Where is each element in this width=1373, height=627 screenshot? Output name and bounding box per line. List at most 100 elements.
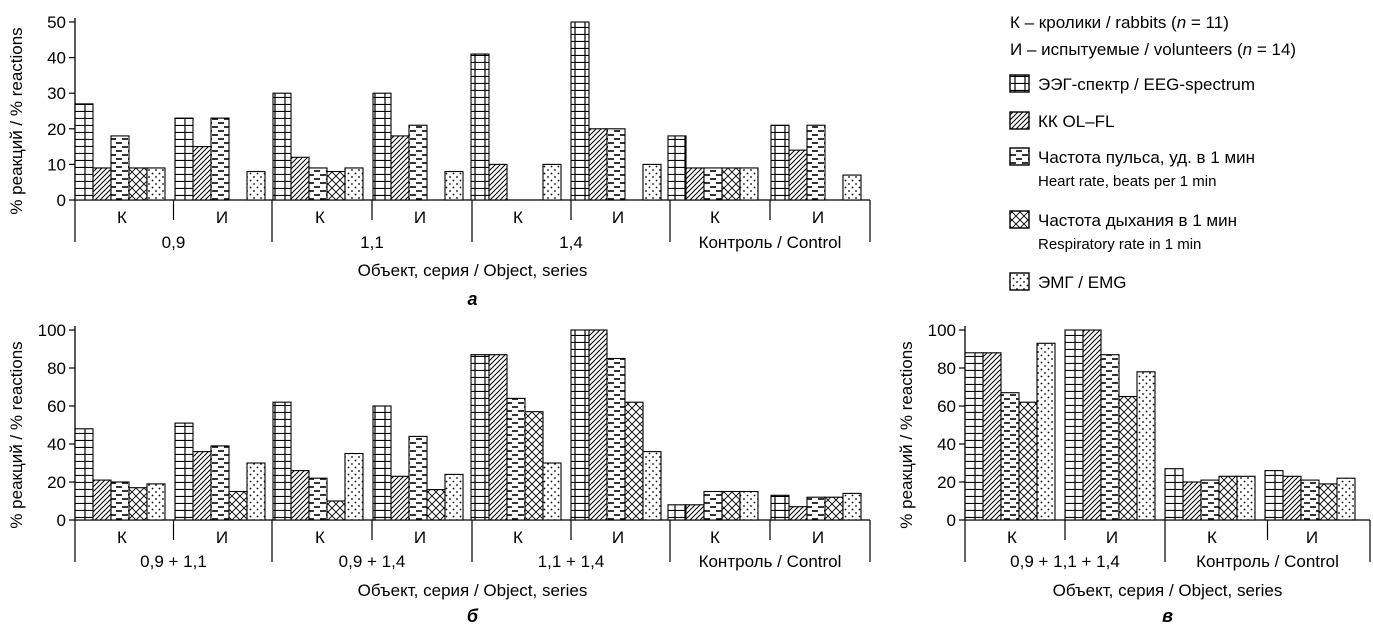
legend-swatch-emg (1009, 272, 1030, 291)
y-tick-label: 80 (937, 359, 956, 378)
bar-resp (1318, 483, 1338, 521)
category-label: И (1306, 528, 1318, 547)
bar-pulse (703, 490, 723, 521)
bar-pulse (806, 496, 826, 521)
bar-kk (685, 504, 705, 521)
legend-label: ЭМГ / EMG (1038, 273, 1126, 292)
series-label: 0,9 + 1,1 + 1,4 (1010, 552, 1120, 571)
panel-label: в (1162, 606, 1173, 626)
category-label: К (315, 208, 325, 227)
bar-emg (842, 492, 862, 521)
bar-eeg (770, 124, 790, 201)
x-axis-label: Объект, серия / Object, series (1053, 581, 1283, 600)
category-label: И (812, 208, 824, 227)
bar-eeg (570, 329, 590, 521)
bar-kk (290, 156, 310, 201)
bar-pulse (408, 124, 428, 201)
bar-emg (246, 170, 266, 201)
x-axis-label: Объект, серия / Object, series (358, 261, 588, 280)
category-label: К (513, 208, 523, 227)
bar-kk (192, 451, 212, 521)
category-label: И (216, 208, 228, 227)
category-label: К (513, 528, 523, 547)
bar-emg (344, 167, 364, 201)
bar-resp (326, 170, 346, 201)
bar-pulse (308, 167, 328, 201)
bar-resp (228, 490, 248, 521)
bar-resp (326, 500, 346, 521)
bar-resp (128, 487, 148, 521)
bar-emg (739, 490, 759, 521)
bar-kk (1282, 475, 1302, 521)
bar-pulse (703, 167, 723, 201)
bar-kk (488, 354, 508, 521)
bar-eeg (1264, 470, 1284, 521)
legend-swatch-resp (1009, 210, 1030, 229)
legend-animals-line: К – кролики / rabbits (n = 11) (1010, 13, 1229, 32)
bar-emg (642, 163, 662, 201)
bar-eeg (1064, 329, 1084, 521)
bar-eeg (74, 103, 94, 201)
category-label: К (710, 208, 720, 227)
bar-emg (444, 170, 464, 201)
category-label: К (117, 528, 127, 547)
y-tick-label: 40 (47, 49, 66, 68)
category-label: И (216, 528, 228, 547)
bar-pulse (408, 435, 428, 521)
bar-kk (488, 163, 508, 201)
y-tick-label: 100 (38, 321, 66, 340)
y-tick-label: 0 (947, 511, 956, 530)
series-label: Контроль / Control (1196, 552, 1339, 571)
category-label: К (315, 528, 325, 547)
bar-kk (788, 149, 808, 201)
bar-resp (721, 490, 741, 521)
y-tick-label: 40 (47, 435, 66, 454)
y-tick-label: 10 (47, 155, 66, 174)
bar-eeg (667, 135, 687, 201)
bar-pulse (1300, 479, 1320, 521)
bar-emg (146, 167, 166, 201)
bar-resp (824, 496, 844, 521)
bar-kk (92, 167, 112, 201)
bar-pulse (308, 477, 328, 521)
bar-resp (524, 411, 544, 521)
bar-pulse (1000, 392, 1020, 521)
bar-eeg (272, 401, 292, 521)
bar-resp (426, 489, 446, 521)
series-label: 1,4 (559, 233, 583, 252)
y-tick-label: 20 (937, 473, 956, 492)
panel-label: б (467, 606, 479, 626)
category-label: К (1207, 528, 1217, 547)
category-label: И (414, 208, 426, 227)
y-tick-label: 100 (928, 321, 956, 340)
bar-eeg (770, 494, 790, 521)
bar-emg (542, 462, 562, 521)
bar-eeg (174, 422, 194, 521)
bar-resp (624, 401, 644, 521)
y-tick-label: 30 (47, 84, 66, 103)
bar-eeg (470, 354, 490, 521)
bar-kk (192, 146, 212, 201)
bar-emg (444, 473, 464, 521)
y-axis-label: % реакций / % reactions (7, 341, 26, 528)
bar-eeg (964, 352, 984, 521)
bar-emg (1336, 477, 1356, 521)
bar-kk (588, 128, 608, 201)
category-label: И (812, 528, 824, 547)
y-tick-label: 60 (47, 397, 66, 416)
legend-sublabel: Heart rate, beats per 1 min (1038, 173, 1216, 190)
panel-c: 0 20 40 60 80 100 % реакций / % reactions К И К И 0… (897, 321, 1371, 626)
bar-eeg (272, 92, 292, 201)
series-label: 0,9 + 1,4 (339, 552, 406, 571)
bar-pulse (210, 445, 230, 521)
category-label: К (1007, 528, 1017, 547)
series-label: Контроль / Control (699, 552, 842, 571)
bar-eeg (372, 92, 392, 201)
category-label: И (1106, 528, 1118, 547)
bar-eeg (372, 405, 392, 521)
bar-emg (1236, 475, 1256, 521)
bar-emg (739, 167, 759, 201)
y-tick-label: 20 (47, 473, 66, 492)
bar-emg (1036, 342, 1056, 521)
